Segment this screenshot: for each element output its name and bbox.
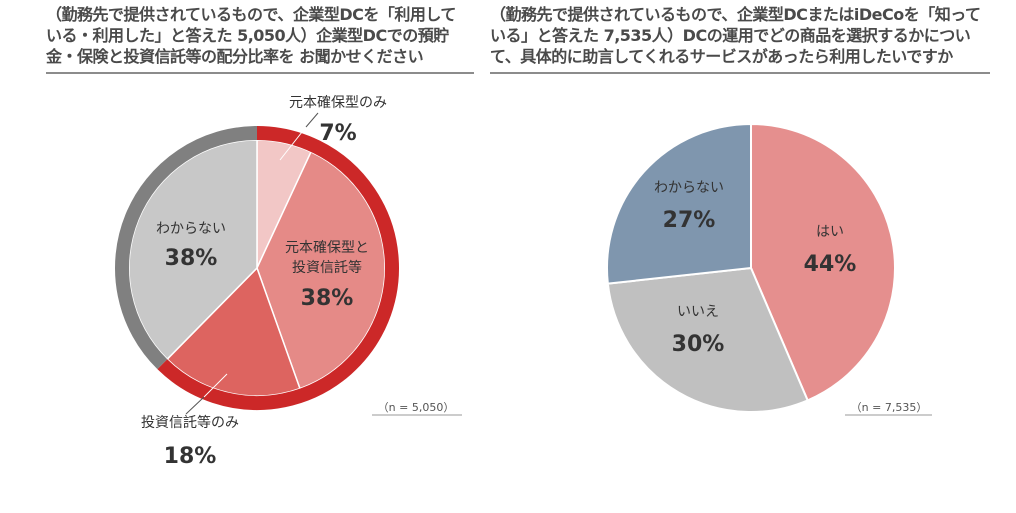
slice-value: 38% xyxy=(301,286,354,311)
slice-value: 30% xyxy=(672,332,725,357)
leader-line xyxy=(279,126,307,161)
slice-label: わからない xyxy=(156,221,226,237)
pie-slice xyxy=(256,150,386,390)
slice-label: わからない xyxy=(654,180,724,196)
right-title-line: （勤務先で提供されているもので、企業型DCまたはiDeCoを「知って xyxy=(490,5,981,24)
right-chart-title: （勤務先で提供されているもので、企業型DCまたはiDeCoを「知って いる」と答… xyxy=(490,4,990,67)
leader-line xyxy=(185,396,205,415)
pie-outline-ring xyxy=(157,126,399,410)
leader-line xyxy=(305,112,319,128)
slice-value: 18% xyxy=(164,444,217,469)
slice-value: 7% xyxy=(319,121,356,146)
slice-label: 元本確保型と投資信託等 xyxy=(285,240,369,276)
left-title-line: （勤務先で提供されているもので、企業型DCを「利用して xyxy=(46,5,456,24)
leader-line xyxy=(203,373,228,398)
pie-slice xyxy=(166,266,301,397)
pie-slice xyxy=(128,139,258,361)
left-chart-title: （勤務先で提供されているもので、企業型DCを「利用して いる・利用した」と答えた… xyxy=(46,4,476,67)
pie-slice xyxy=(750,122,896,402)
slice-label: 投資信託等のみ xyxy=(141,414,239,431)
right-title-divider xyxy=(490,72,990,74)
left-title-line: いる・利用した」と答えた 5,050人）企業型DCでの預貯 xyxy=(46,26,449,45)
slice-label: はい xyxy=(816,224,844,240)
left-title-divider xyxy=(46,72,474,74)
left-title-line: 金・保険と投資信託等の配分比率を お聞かせください xyxy=(46,47,424,66)
sample-size-note: （n = 5,050） xyxy=(378,401,455,414)
slice-value: 27% xyxy=(663,208,716,233)
pie-outline-ring xyxy=(115,126,258,370)
right-title-line: て、具体的に助言してくれるサービスがあったら利用したいですか xyxy=(490,47,953,66)
slice-label: 元本確保型のみ xyxy=(289,95,387,111)
right-title-line: いる」と答えた 7,535人）DCの運用でどの商品を選択するかについ xyxy=(490,26,971,45)
pie-slice xyxy=(606,266,809,413)
pie-slice xyxy=(606,122,752,285)
sample-size-note: （n = 7,535） xyxy=(851,401,928,414)
slice-label: いいえ xyxy=(677,304,719,320)
slice-value: 44% xyxy=(804,252,857,277)
slice-value: 38% xyxy=(165,246,218,271)
